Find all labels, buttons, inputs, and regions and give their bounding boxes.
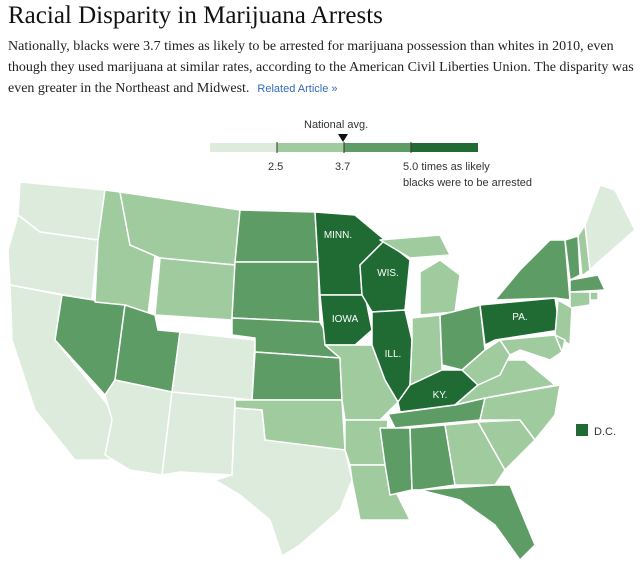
page-title: Racial Disparity in Marijuana Arrests xyxy=(8,2,383,29)
description: Nationally, blacks were 3.7 times as lik… xyxy=(8,36,636,100)
legend: National avg. 2.5 3.7 5.0 times as likel… xyxy=(210,119,532,189)
national-avg-marker-icon xyxy=(338,134,348,142)
state-al xyxy=(409,424,456,491)
dc-swatch xyxy=(576,424,588,436)
state-ct xyxy=(569,291,591,309)
legend-bin-3 xyxy=(344,143,411,152)
legend-tick-label: 3.7 xyxy=(335,161,350,173)
state-label-ky: KY. xyxy=(433,390,448,401)
state-ri xyxy=(589,291,599,301)
state-co xyxy=(171,331,256,401)
state-label-il: ILL. xyxy=(385,349,402,360)
state-sd xyxy=(231,261,321,323)
state-fl xyxy=(419,484,536,561)
state-nd xyxy=(234,209,319,263)
state-nj xyxy=(554,299,573,346)
related-article-link[interactable]: Related Article » xyxy=(257,83,338,95)
state-ut xyxy=(114,304,181,393)
states xyxy=(7,181,636,561)
legend-bin-4 xyxy=(411,143,478,152)
state-ms xyxy=(379,427,413,496)
state-me xyxy=(584,184,636,271)
state-wy xyxy=(154,257,236,321)
legend-bin-2 xyxy=(277,143,344,152)
state-labels: MINN. WIS. IOWA ILL. KY. PA. xyxy=(324,230,528,401)
legend-bin-1 xyxy=(210,143,277,152)
state-ks xyxy=(251,351,343,401)
legend-tick-label: 5.0 times as likely xyxy=(403,161,490,173)
state-tx xyxy=(214,407,353,557)
state-label-ia: IOWA xyxy=(332,314,359,325)
description-text: Nationally, blacks were 3.7 times as lik… xyxy=(8,39,634,96)
state-label-wi: WIS. xyxy=(377,268,399,279)
state-mi xyxy=(419,259,461,316)
state-ga xyxy=(444,421,506,486)
state-mo xyxy=(324,344,399,421)
state-az xyxy=(104,379,173,476)
state-ia xyxy=(319,294,373,346)
state-label-pa: PA. xyxy=(512,312,527,323)
state-md xyxy=(499,334,563,361)
state-mi xyxy=(379,234,451,259)
state-label-mn: MINN. xyxy=(324,230,352,241)
state-ny xyxy=(494,239,571,301)
legend-tick-label: 2.5 xyxy=(268,161,283,173)
state-ma xyxy=(569,274,606,293)
state-nm xyxy=(161,391,236,476)
state-vt xyxy=(564,235,581,281)
dc-label: D.C. xyxy=(594,426,616,438)
legend-marker-label: National avg. xyxy=(304,119,368,131)
legend-tick-label-line2: blacks were to be arrested xyxy=(403,177,532,189)
